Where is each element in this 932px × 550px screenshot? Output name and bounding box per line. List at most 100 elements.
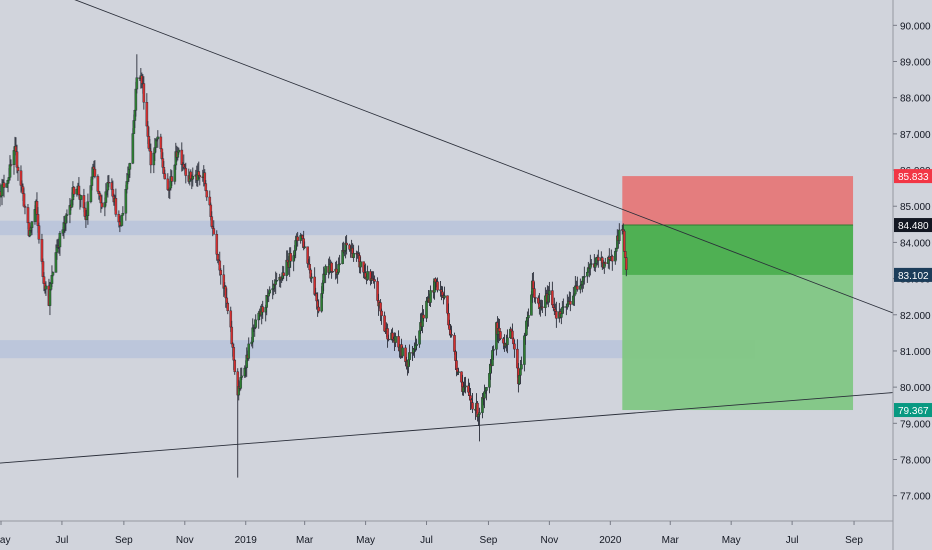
candle-body [520,364,523,370]
candle-body [464,385,467,388]
candle [401,346,404,359]
x-tick-label: Jul [786,535,799,546]
candle [562,298,565,314]
candle-body [212,228,216,235]
candle [205,190,209,201]
candle [457,367,460,376]
time-axis[interactable]: May Jul Sep Nov 2019 Mar May Jul Sep Nov 2020 Mar Ma… [0,521,863,546]
candle [79,195,83,208]
candle-body [23,206,27,208]
candle [408,344,411,366]
candle-body [551,290,554,306]
candle-body [240,375,244,378]
candle [485,387,488,401]
candle [219,268,223,285]
candle-body [562,306,565,308]
candle-body [583,275,586,278]
candle [310,273,313,284]
candle [623,229,626,253]
price-label-box [894,403,932,418]
candle-body [205,190,209,198]
x-tick-label: Jul [420,535,433,546]
candle [618,223,621,245]
candle [429,285,432,307]
candle-body [533,288,536,298]
x-tick-label: Jul [56,535,69,546]
candle [324,264,327,284]
candle-body [330,262,333,272]
candle [331,270,334,273]
candle-body [611,256,614,262]
price-label-text: 85.833 [898,172,929,183]
x-tick-label: 2020 [599,535,622,546]
y-tick-label: 81.000 [900,347,931,358]
candle [268,286,271,295]
candle [30,221,34,236]
stop-loss-zone[interactable] [622,176,854,226]
candle [16,165,20,181]
candle-body [191,176,195,180]
y-tick-label: 85.000 [900,202,931,213]
candle [624,257,628,277]
candle [380,308,383,325]
candle [9,159,13,167]
candle-body [623,230,626,252]
candle-body [429,290,432,303]
y-tick-label: 82.000 [900,311,931,322]
candle-body [79,195,83,200]
candle-body [548,290,551,295]
short-position-tool[interactable] [622,176,854,411]
candle [163,169,167,180]
candle-body [541,306,544,308]
candle [177,147,181,155]
candle-body [624,257,628,270]
candle-body [576,285,579,290]
candle-body [471,402,474,410]
y-tick-label: 78.000 [900,455,931,466]
candle-body [198,175,202,178]
candle [506,329,509,354]
candle [37,222,41,244]
candle-body [215,234,219,255]
candle-body [268,289,271,294]
x-tick-label: Sep [845,535,863,546]
candle-body [345,242,348,246]
candle [65,209,69,223]
trendlines[interactable] [0,0,894,464]
candle [254,314,258,330]
trendline-1[interactable] [0,392,894,464]
candle-body [210,216,214,227]
candle-body [408,352,411,360]
candle [86,193,90,225]
candle-body [120,215,124,226]
candle [478,407,481,442]
candle-body [216,254,220,261]
candle-body [12,150,16,165]
candle-body [40,239,44,262]
candle-body [254,319,258,328]
candle [338,254,341,266]
price-label-box [894,267,932,282]
price-label-text: 84.480 [898,221,929,232]
candle [394,332,397,348]
candle [569,291,572,312]
price-label: 84.480 [894,218,932,233]
x-tick-label: Sep [115,535,133,546]
candle-body [422,314,425,319]
y-tick-label: 79.000 [900,419,931,430]
candle [352,244,355,262]
candle-body [37,225,41,240]
candle [191,167,195,187]
candle [128,162,132,178]
candle [590,259,593,267]
candle-body [261,306,265,313]
candle [135,54,139,94]
candle-body [366,271,369,280]
candle-body [352,253,355,258]
candle [422,309,425,322]
trendline-0[interactable] [0,0,894,314]
candle [520,356,523,370]
candle [100,194,104,210]
y-tick-label: 80.000 [900,383,931,394]
